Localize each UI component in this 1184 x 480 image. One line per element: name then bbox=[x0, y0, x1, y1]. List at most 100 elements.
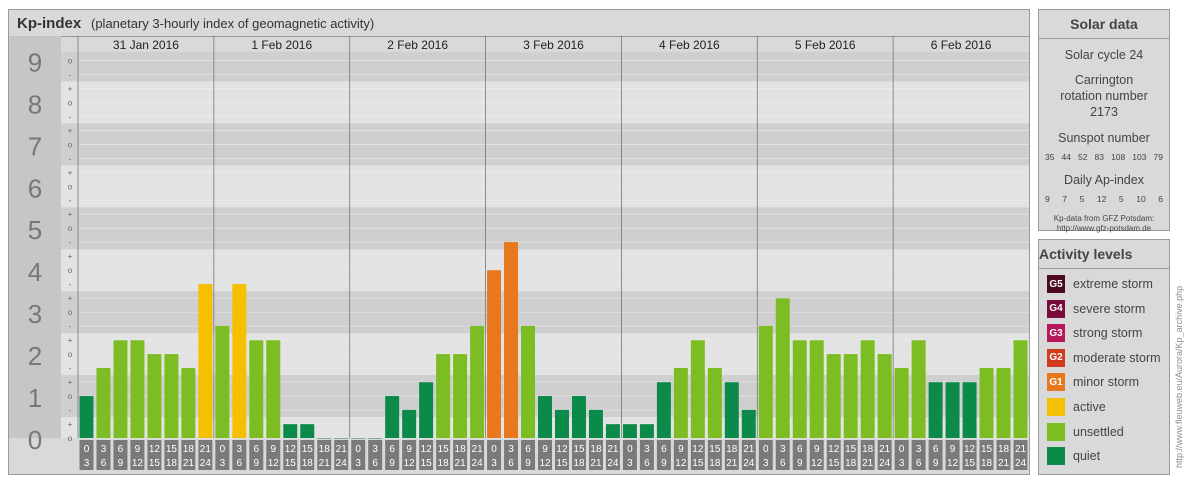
day-label: 4 Feb 2016 bbox=[659, 38, 720, 52]
interval-end-label: 12 bbox=[539, 458, 551, 469]
interval-end-label: 21 bbox=[455, 458, 467, 469]
interval-start-label: 21 bbox=[336, 444, 348, 455]
interval-end-label: 15 bbox=[964, 458, 976, 469]
y-tick-label: 2 bbox=[28, 341, 42, 371]
interval-box bbox=[164, 440, 179, 470]
interval-end-label: 6 bbox=[508, 458, 514, 469]
solar-data-title: Solar data bbox=[1039, 10, 1169, 39]
kp-bar bbox=[724, 382, 739, 438]
y-subtick-label: + bbox=[68, 126, 73, 135]
level-badge bbox=[1047, 447, 1065, 466]
kp-bar bbox=[911, 340, 926, 438]
interval-start-label: 12 bbox=[149, 444, 161, 455]
interval-box bbox=[130, 440, 145, 470]
interval-end-label: 9 bbox=[933, 458, 939, 469]
sunspot-value: 103 bbox=[1132, 152, 1147, 162]
kp-bar bbox=[96, 367, 111, 438]
interval-box bbox=[453, 440, 468, 470]
carrington-rotation: Carrington rotation number 2173 bbox=[1060, 73, 1148, 119]
interval-end-label: 24 bbox=[879, 458, 891, 469]
kp-chart-panel: Kp-index (planetary 3-hourly index of ge… bbox=[8, 9, 1030, 475]
y-subtick-label: - bbox=[69, 280, 72, 289]
interval-box bbox=[945, 440, 960, 470]
kp-bar bbox=[538, 396, 552, 438]
interval-box bbox=[1013, 440, 1028, 470]
kp-bar bbox=[877, 354, 892, 438]
kp-bar bbox=[300, 424, 315, 438]
ap-index-value: 5 bbox=[1079, 194, 1085, 204]
interval-box bbox=[707, 440, 722, 470]
level-severe-storm: G4 severe storm bbox=[1047, 299, 1145, 319]
interval-end-label: 18 bbox=[438, 458, 450, 469]
interval-box bbox=[266, 440, 281, 470]
level-extreme-storm: G5 extreme storm bbox=[1047, 274, 1153, 294]
ap-index-value: 5 bbox=[1118, 194, 1124, 204]
interval-box bbox=[588, 440, 603, 470]
interval-box bbox=[317, 440, 332, 470]
interval-start-label: 0 bbox=[627, 444, 633, 455]
ap-index-values: 9 7 5 12 5 10 6 bbox=[1039, 194, 1169, 204]
y-subtick-label: + bbox=[68, 210, 73, 219]
kp-bar bbox=[1013, 340, 1028, 438]
interval-start-label: 15 bbox=[438, 444, 450, 455]
y-tick-label: 1 bbox=[28, 383, 42, 413]
interval-box bbox=[571, 440, 586, 470]
interval-box bbox=[147, 440, 162, 470]
interval-start-label: 0 bbox=[84, 444, 90, 455]
interval-end-label: 21 bbox=[319, 458, 331, 469]
interval-box bbox=[673, 440, 688, 470]
interval-start-label: 6 bbox=[389, 444, 395, 455]
y-subtick-label: - bbox=[69, 70, 72, 79]
kp-bar bbox=[249, 340, 264, 438]
interval-end-label: 3 bbox=[627, 458, 633, 469]
interval-end-label: 6 bbox=[372, 458, 378, 469]
interval-box bbox=[232, 440, 247, 470]
interval-start-label: 6 bbox=[797, 444, 803, 455]
y-subtick-label: - bbox=[69, 196, 72, 205]
interval-box bbox=[928, 440, 943, 470]
interval-start-label: 15 bbox=[981, 444, 993, 455]
kp-bar bbox=[436, 354, 451, 438]
y-tick-label: 0 bbox=[28, 425, 42, 455]
interval-end-label: 3 bbox=[763, 458, 769, 469]
interval-start-label: 21 bbox=[200, 444, 212, 455]
y-subtick-label: - bbox=[69, 238, 72, 247]
data-source-link[interactable]: http://www.gfz-potsdam.de bbox=[1056, 224, 1152, 233]
interval-end-label: 12 bbox=[811, 458, 823, 469]
kp-bar bbox=[588, 409, 603, 438]
sunspot-value: 44 bbox=[1061, 152, 1071, 162]
y-subtick-label: + bbox=[68, 84, 73, 93]
interval-start-label: 9 bbox=[814, 444, 820, 455]
y-subtick-label: o bbox=[68, 56, 73, 65]
y-subtick-label: o bbox=[68, 308, 73, 317]
interval-start-label: 15 bbox=[845, 444, 857, 455]
interval-end-label: 24 bbox=[1015, 458, 1027, 469]
y-tick-label: 9 bbox=[28, 47, 42, 77]
interval-start-label: 12 bbox=[964, 444, 976, 455]
day-label: 1 Feb 2016 bbox=[251, 38, 312, 52]
interval-start-label: 3 bbox=[780, 444, 786, 455]
interval-end-label: 9 bbox=[525, 458, 531, 469]
level-label: minor storm bbox=[1073, 375, 1139, 390]
kp-bar bbox=[470, 325, 485, 438]
solar-data-panel: Solar data Solar cycle 24 Carrington rot… bbox=[1038, 9, 1170, 233]
kp-bar bbox=[147, 354, 162, 438]
interval-start-label: 21 bbox=[607, 444, 619, 455]
interval-box bbox=[639, 440, 654, 470]
kp-bar bbox=[741, 409, 756, 438]
interval-end-label: 6 bbox=[101, 458, 107, 469]
sunspot-values: 35 44 52 83 108 103 79 bbox=[1039, 152, 1169, 162]
activity-levels-panel: Activity levels G5 extreme storm G4 severe … bbox=[1038, 239, 1170, 475]
level-label: extreme storm bbox=[1073, 277, 1153, 291]
source-credit[interactable]: http://www.fleuweb.eu/Aurora/Kp_archive.… bbox=[1174, 285, 1184, 468]
kp-bar bbox=[656, 382, 671, 438]
interval-end-label: 24 bbox=[336, 458, 348, 469]
interval-end-label: 3 bbox=[355, 458, 361, 469]
interval-end-label: 3 bbox=[220, 458, 226, 469]
kp-bar bbox=[894, 367, 909, 438]
y-subtick-label: o bbox=[68, 350, 73, 359]
y-subtick-label: - bbox=[69, 406, 72, 415]
interval-start-label: 6 bbox=[118, 444, 124, 455]
kp-band bbox=[9, 417, 1029, 438]
day-label: 31 Jan 2016 bbox=[113, 38, 179, 52]
